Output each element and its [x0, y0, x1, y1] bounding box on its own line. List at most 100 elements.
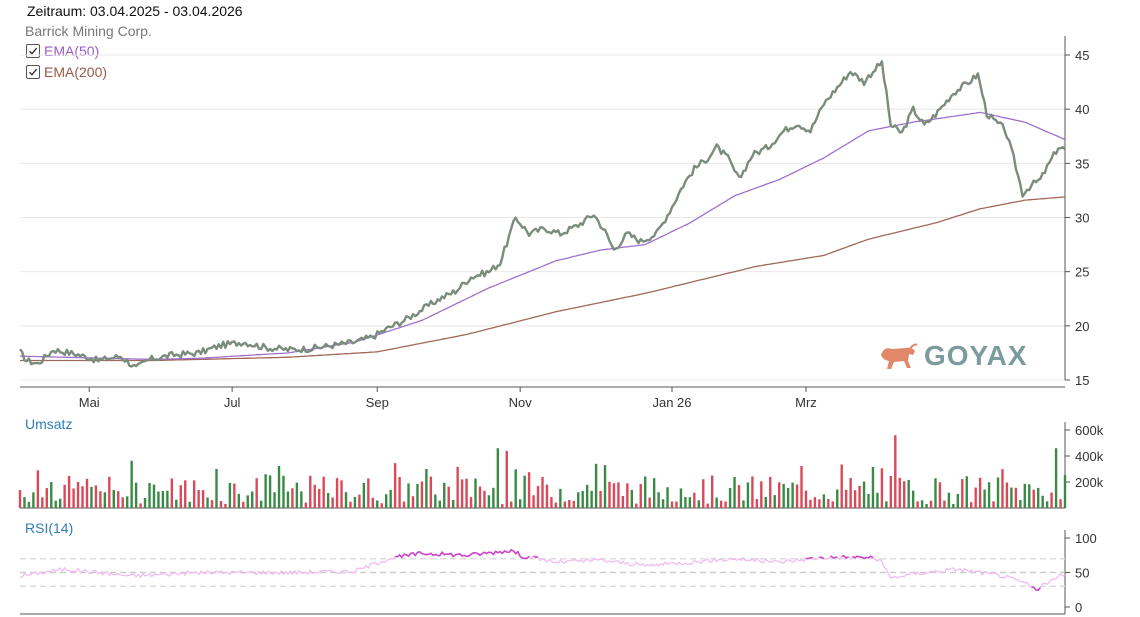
date-range-label: Zeitraum: 03.04.2025 - 03.04.2026 — [27, 3, 243, 19]
volume-bar — [349, 501, 352, 508]
volume-bar — [72, 488, 75, 508]
volume-bar — [58, 498, 62, 508]
volume-bar — [170, 478, 174, 508]
volume-bar — [903, 481, 906, 508]
x-tick-label: Nov — [509, 395, 533, 410]
volume-bar — [831, 501, 834, 508]
volume-bar — [496, 448, 500, 508]
rsi-panel-title: RSI(14) — [25, 520, 74, 536]
legend-ema200-toggle[interactable]: EMA(200) — [26, 64, 107, 80]
volume-bar — [184, 480, 187, 508]
volume-bar — [331, 497, 334, 508]
volume-bar — [152, 484, 156, 508]
volume-bar — [251, 491, 254, 508]
volume-bar — [518, 499, 522, 508]
volume-bar — [1045, 501, 1049, 508]
volume-bar — [871, 466, 875, 508]
volume-bar — [420, 481, 424, 508]
volume-bar — [894, 435, 897, 508]
volume-bar — [117, 491, 120, 508]
volume-bar — [639, 484, 642, 508]
volume-bar — [501, 504, 504, 508]
volume-bar — [889, 475, 893, 508]
volume-bar — [840, 464, 843, 508]
volume-bar — [358, 494, 361, 508]
volume-bar — [559, 488, 562, 508]
volume-bar — [1041, 495, 1044, 508]
volume-bar — [813, 497, 817, 508]
volume-bar — [389, 490, 392, 508]
series-line-0 — [19, 60, 1066, 368]
volume-bar — [125, 496, 129, 508]
volume-bar — [652, 478, 656, 508]
volume-bar — [277, 465, 281, 508]
rsi-line — [19, 549, 1066, 591]
volume-bar — [791, 482, 794, 508]
volume-bar — [1014, 487, 1018, 508]
volume-bar — [657, 492, 660, 508]
volume-bar — [1054, 448, 1058, 508]
volume-bar — [402, 501, 406, 508]
volume-bar — [434, 494, 437, 508]
volume-bar — [742, 500, 745, 508]
price-lines — [19, 60, 1066, 368]
volume-bar — [112, 489, 115, 508]
volume-bar — [1050, 492, 1053, 508]
volume-bar — [527, 472, 531, 508]
bull-icon — [881, 343, 918, 369]
volume-bar — [777, 482, 781, 508]
volume-bar — [295, 482, 299, 508]
volume-bar — [608, 481, 611, 508]
volume-bar — [1010, 487, 1013, 508]
volume-bar — [755, 499, 759, 508]
volume-bar — [827, 499, 830, 508]
volume-bar — [353, 496, 357, 508]
volume-bar — [50, 482, 53, 508]
volume-bar — [411, 496, 415, 508]
x-axis: Mai Jul Sep Nov Jan 26 Mrz — [79, 387, 817, 410]
volume-bar — [416, 483, 419, 508]
volume-bar — [947, 492, 951, 508]
volume-bar — [1059, 499, 1062, 508]
volume-bar — [858, 485, 861, 508]
volume-bar — [769, 476, 772, 508]
volume-bar — [532, 495, 535, 508]
volume-bar — [800, 465, 803, 508]
volume-bar — [76, 481, 80, 508]
volume-bar — [505, 450, 508, 508]
volume-bar — [367, 478, 370, 508]
volume-bar — [880, 468, 884, 508]
volume-bar — [148, 483, 151, 508]
volume-bar — [233, 483, 236, 508]
volume-bar — [956, 493, 960, 508]
volume-bar — [90, 486, 93, 508]
volume-bar — [1032, 489, 1035, 508]
volume-bar — [737, 485, 741, 508]
volume-bar — [702, 479, 705, 508]
volume-bar — [456, 466, 459, 508]
volume-bar — [970, 502, 973, 508]
volume-bar — [286, 491, 290, 508]
checkbox-checked-icon[interactable] — [26, 65, 40, 79]
volume-bar — [836, 489, 839, 508]
volume-bar — [63, 484, 66, 508]
volume-bar — [795, 484, 799, 508]
volume-bar — [81, 486, 84, 508]
price-axis: 15 20 25 30 35 40 45 — [20, 36, 1089, 388]
volume-bar — [304, 502, 308, 508]
volume-bar — [326, 492, 330, 508]
volume-bar — [398, 477, 401, 508]
rsi-extreme-segment — [805, 557, 813, 560]
volume-bar — [974, 487, 977, 508]
volume-bar — [322, 476, 325, 508]
volume-bar — [706, 503, 709, 508]
volume-bar — [313, 484, 316, 508]
y-tick-label: 30 — [1075, 211, 1089, 226]
volume-tick-label: 600k — [1075, 423, 1104, 438]
volume-bar — [45, 488, 48, 508]
volume-bar — [541, 476, 544, 508]
rsi-extreme-segment — [1031, 586, 1042, 592]
y-tick-label: 15 — [1075, 373, 1089, 388]
volume-bar — [644, 476, 647, 508]
volume-bar — [822, 494, 826, 508]
